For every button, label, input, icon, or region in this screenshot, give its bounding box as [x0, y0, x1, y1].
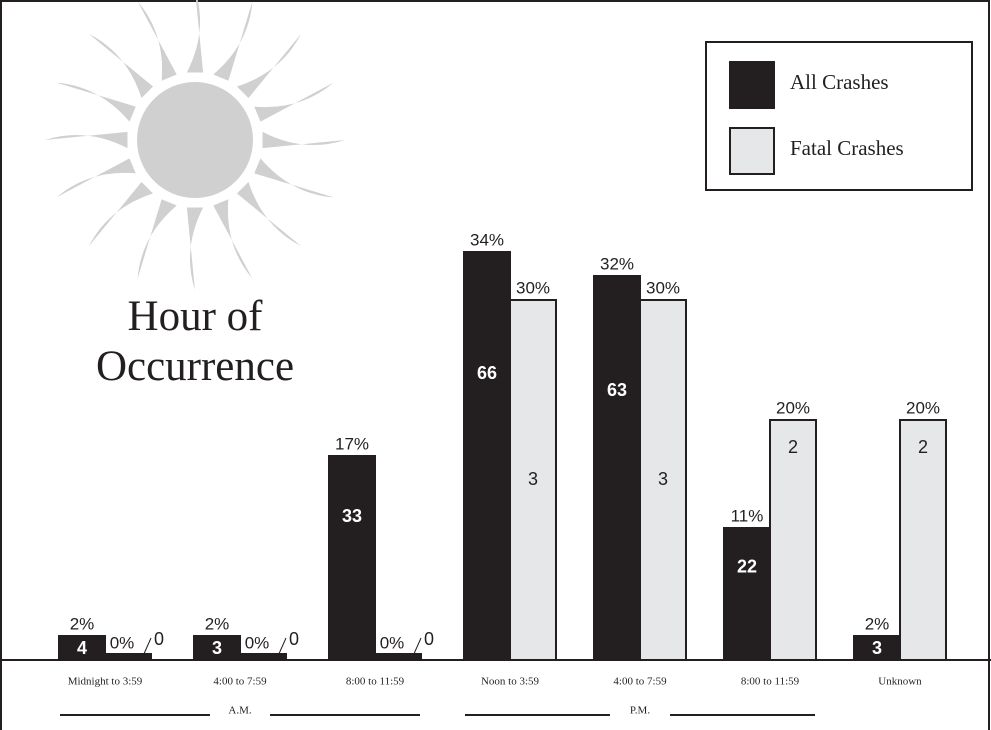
x-tick-label: 8:00 to 11:59: [346, 676, 405, 688]
count-label: 3: [872, 638, 882, 658]
value-label: 0%: [110, 633, 135, 652]
legend-swatch: [729, 127, 775, 175]
sun-ray: [213, 199, 253, 279]
bar: [853, 635, 901, 661]
count-label: 0: [289, 629, 299, 649]
value-label: 0%: [245, 633, 270, 652]
bar: [639, 299, 687, 661]
bar: [193, 635, 241, 661]
sun-ray: [254, 158, 334, 198]
sun-icon: [45, 0, 345, 290]
value-label: 20%: [906, 398, 940, 417]
bar: [509, 299, 557, 661]
bar: [723, 527, 771, 661]
x-tick-label: Noon to 3:59: [481, 676, 540, 688]
x-tick-label: 8:00 to 11:59: [741, 676, 800, 688]
value-label: 11%: [731, 506, 764, 525]
chart-title: Hour of Occurrence: [95, 293, 295, 390]
count-label: 4: [77, 638, 87, 658]
sun-ray: [186, 0, 204, 73]
count-label: 66: [477, 363, 497, 383]
sun-ray: [56, 158, 136, 198]
value-label: 2%: [205, 614, 230, 633]
value-label: 30%: [516, 278, 550, 297]
sun-ray: [236, 181, 302, 247]
sun-ray: [254, 82, 334, 122]
count-label: 3: [658, 469, 668, 489]
sun-ray: [213, 1, 253, 81]
sun-ray: [186, 207, 204, 290]
x-tick-label: Unknown: [878, 676, 922, 688]
x-tick-label: Midnight to 3:59: [68, 676, 143, 688]
value-label: 17%: [335, 434, 369, 453]
count-label: 0: [424, 629, 434, 649]
sun-ray: [88, 181, 154, 247]
bar: [463, 251, 511, 661]
value-label: 34%: [470, 230, 504, 249]
count-label: 2: [788, 437, 798, 457]
count-label: 63: [607, 380, 627, 400]
bar: [769, 419, 817, 661]
bar: [58, 635, 106, 661]
count-label: 33: [342, 506, 362, 526]
bar: [104, 653, 152, 661]
x-tick-label: 4:00 to 7:59: [213, 676, 267, 688]
x-tick-label: 4:00 to 7:59: [613, 676, 667, 688]
legend-label: Fatal Crashes: [790, 136, 904, 160]
count-label: 0: [154, 629, 164, 649]
value-label: 2%: [865, 614, 890, 633]
legend-swatch: [729, 61, 775, 109]
slash: [412, 637, 422, 657]
value-label: 30%: [646, 278, 680, 297]
bar: [374, 653, 422, 661]
count-label: 2: [918, 437, 928, 457]
slash: [142, 637, 152, 657]
bar: [899, 419, 947, 661]
count-label: 3: [528, 469, 538, 489]
value-label: 0%: [380, 633, 405, 652]
bar: [239, 653, 287, 661]
sun-ray: [88, 33, 154, 99]
legend-label: All Crashes: [790, 70, 889, 94]
value-label: 2%: [70, 614, 95, 633]
sun-ray: [262, 131, 345, 149]
sun-ray: [45, 131, 128, 149]
count-label: 3: [212, 638, 222, 658]
bar: [593, 275, 641, 661]
value-label: 32%: [600, 254, 634, 273]
sun-ray: [56, 82, 136, 122]
count-label: 22: [737, 556, 757, 576]
value-label: 20%: [776, 398, 810, 417]
bar: [328, 455, 376, 661]
sun-ray: [137, 1, 177, 81]
sun-ray: [137, 199, 177, 279]
group-label: P.M.: [630, 705, 650, 717]
slash: [277, 637, 287, 657]
sun-ray: [236, 33, 302, 99]
group-label: A.M.: [228, 705, 251, 717]
